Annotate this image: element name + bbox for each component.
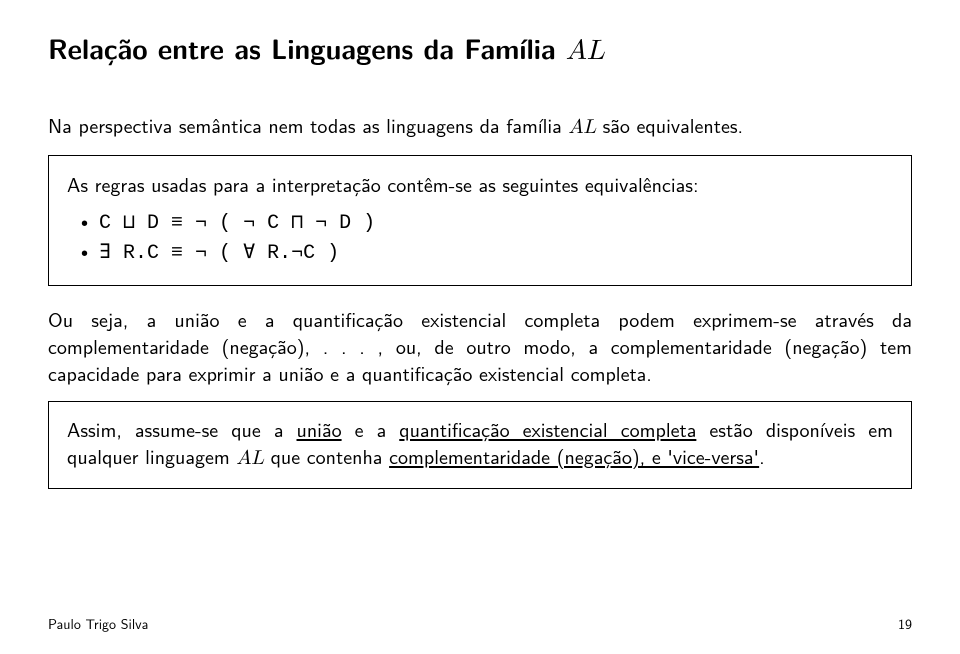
equivalences-box: As regras usadas para a interpretação co…	[48, 155, 912, 286]
footer-page: 19	[898, 614, 912, 634]
intro-suffix: são equivalentes.	[596, 111, 743, 140]
title-text: Relação entre as Linguagens da Família	[48, 28, 566, 68]
box2-u1: união	[297, 415, 342, 444]
box2-u2: quantificação existencial completa	[399, 415, 696, 444]
box2-paragraph: Assim, assume-se que a união e a quantif…	[67, 416, 893, 472]
footer: Paulo Trigo Silva 19	[48, 614, 912, 634]
title-family: AL	[566, 37, 605, 65]
intro-paragraph: Na perspectiva semântica nem todas as li…	[48, 112, 912, 141]
conclusion-box: Assim, assume-se que a união e a quantif…	[48, 401, 912, 489]
equivalence-list: C ⊔ D ≡ ¬ ( ¬ C ⊓ ¬ D ) ∃ R.C ≡ ¬ ( ∀ R.…	[67, 209, 893, 269]
box1-lead: As regras usadas para a interpretação co…	[67, 170, 893, 199]
equiv-item-1: C ⊔ D ≡ ¬ ( ¬ C ⊓ ¬ D )	[81, 209, 893, 239]
box2-p4: que contenha	[264, 442, 389, 471]
box2-family: AL	[236, 448, 264, 468]
equiv-item-2: ∃ R.C ≡ ¬ ( ∀ R.¬C )	[81, 239, 893, 269]
mid-paragraph: Ou seja, a união e a quantificação exist…	[48, 306, 912, 387]
box2-u3: complementaridade (negação), e 'vice-ver…	[389, 442, 759, 471]
box2-p1: Assim, assume-se que a	[67, 415, 297, 444]
intro-family: AL	[568, 117, 596, 137]
slide: Relação entre as Linguagens da Família A…	[0, 0, 960, 654]
slide-title: Relação entre as Linguagens da Família A…	[48, 28, 912, 68]
intro-prefix: Na perspectiva semântica nem todas as li…	[48, 111, 568, 140]
box2-p5: .	[759, 442, 765, 471]
box2-p2: e a	[342, 415, 400, 444]
footer-author: Paulo Trigo Silva	[48, 614, 148, 634]
